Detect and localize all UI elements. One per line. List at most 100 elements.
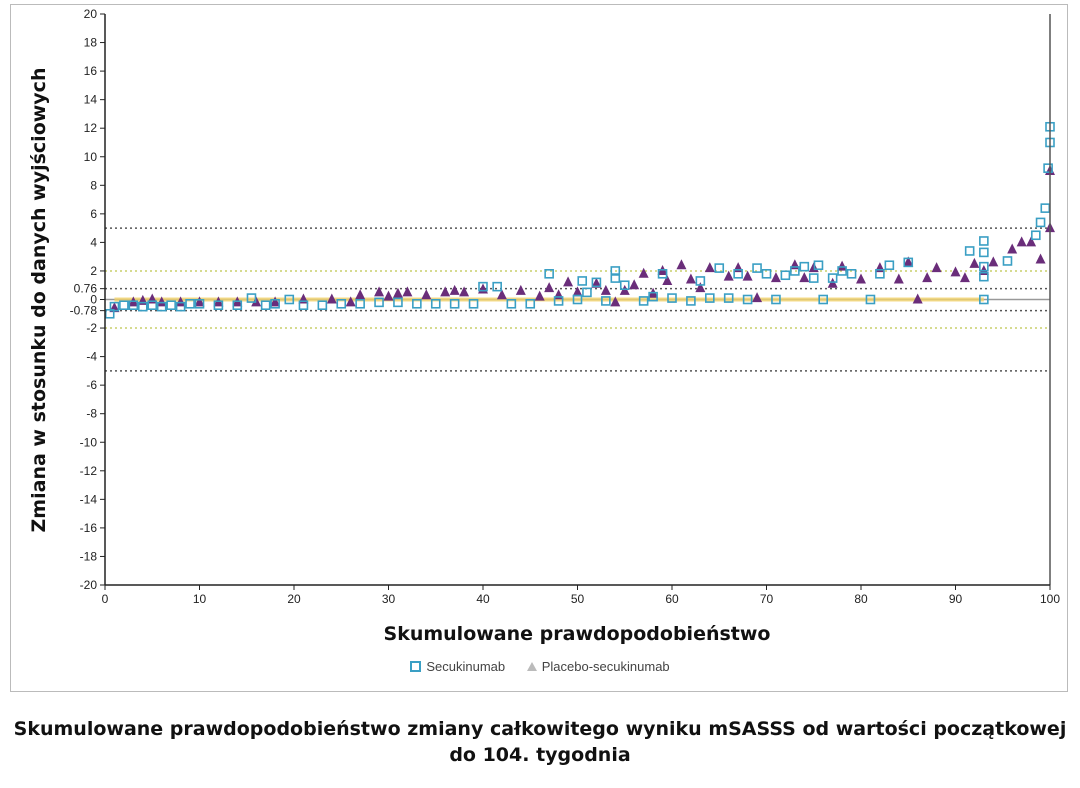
secukinumab-point [610,273,621,283]
secukinumab-point [619,280,630,291]
placebo-point [704,262,715,273]
placebo-point [988,256,999,267]
placebo-point [723,270,734,281]
secukinumab-point [979,236,989,246]
y-tick-label: -4 [86,350,97,364]
secukinumab-point [430,298,441,309]
secukinumab-point [128,300,139,311]
x-tick-label: 60 [665,592,679,606]
placebo-point [799,272,810,283]
secukinumab-point [506,298,517,309]
secukinumab-point [284,294,295,305]
x-tick-label: 80 [854,592,868,606]
secukinumab-point [799,261,810,272]
secukinumab-point [449,298,460,309]
x-tick-label: 50 [571,592,585,606]
secukinumab-point [260,300,271,311]
placebo-point [496,289,507,300]
secukinumab-point [704,293,715,303]
placebo-point [893,273,904,284]
legend-item-placebo: Placebo-secukinumab [541,659,670,675]
secukinumab-point [336,298,347,309]
placebo-point [1035,253,1046,264]
y-tick-label: 2 [90,264,97,278]
legend-square-icon [410,661,422,673]
placebo-point [591,277,602,288]
placebo-point [969,257,980,268]
secukinumab-point [393,297,403,308]
y-tick-label: -12 [80,464,98,478]
secukinumab-point [742,294,753,305]
secukinumab-point [374,297,384,308]
secukinumab-point [979,271,989,282]
placebo-point [912,293,923,304]
secukinumab-point [610,266,621,276]
placebo-point [194,296,205,307]
placebo-point [742,270,753,281]
secukinumab-point [1043,163,1053,173]
secukinumab-point [468,298,479,309]
secukinumab-point [884,260,895,271]
secukinumab-point [964,246,975,256]
y-tick-label: 4 [90,235,97,249]
placebo-point [752,292,763,303]
secukinumab-point [657,269,668,279]
secukinumab-point [903,257,914,268]
placebo-point [383,290,394,301]
y-tick-label: 18 [84,36,98,50]
secukinumab-point [818,294,829,305]
secukinumab-point [638,296,649,306]
x-tick-label: 0 [102,592,109,606]
secukinumab-point [837,266,847,276]
secukinumab-point [412,298,422,309]
placebo-point [572,286,583,297]
secukinumab-point [147,300,158,311]
secukinumab-point [979,294,989,305]
placebo-point [459,286,470,297]
secukinumab-point [185,298,195,309]
y-tick-label: 16 [84,64,98,78]
secukinumab-point [667,293,677,303]
placebo-point [638,267,649,278]
secukinumab-point [723,293,734,303]
secukinumab-point [478,281,488,292]
secukinumab-point [175,301,186,312]
placebo-point [326,293,337,304]
placebo-point [662,274,673,285]
placebo-point [931,262,942,273]
secukinumab-point [355,298,365,309]
placebo-point [355,289,366,300]
placebo-point [922,272,933,283]
placebo-point [1026,236,1037,247]
y-tick-label: 14 [84,93,98,107]
placebo-point [950,266,961,277]
secukinumab-point [686,296,696,306]
y-tick-label: 20 [84,7,98,21]
placebo-point [402,286,413,297]
placebo-point [440,286,451,297]
secukinumab-point [591,277,602,288]
secukinumab-point [780,270,791,281]
secukinumab-point [979,261,989,272]
placebo-point [685,273,696,284]
secukinumab-point [752,263,762,273]
secukinumab-point [771,294,781,305]
secukinumab-point [875,269,885,279]
x-tick-label: 100 [1040,592,1060,606]
secukinumab-point [492,281,502,292]
y-tick-label: 6 [90,207,97,221]
placebo-point [629,279,640,290]
placebo-point [1007,243,1018,254]
secukinumab-point [808,273,819,283]
placebo-point [449,284,460,295]
x-tick-label: 70 [760,592,774,606]
placebo-point [676,259,687,270]
y-axis-label: Zmiana w stosunku do danych wyjściowych [28,68,50,533]
y-tick-label: 0 [90,293,97,307]
secukinumab-point [138,301,148,312]
placebo-point [959,272,970,283]
placebo-point [534,290,545,301]
y-tick-label: -18 [80,549,98,563]
secukinumab-point [733,269,743,279]
placebo-point [345,296,356,307]
